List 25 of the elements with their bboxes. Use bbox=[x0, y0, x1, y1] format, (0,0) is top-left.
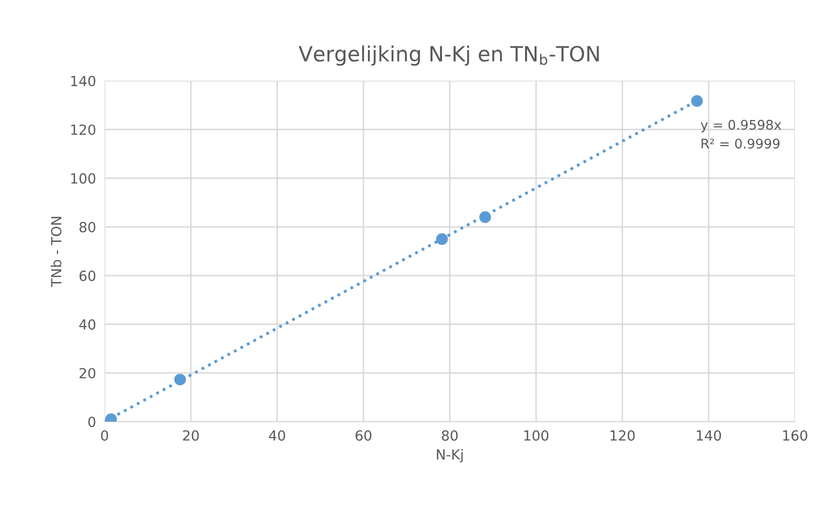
point bbox=[479, 211, 491, 223]
point bbox=[174, 374, 186, 386]
x-tick-label: 100 bbox=[524, 430, 548, 441]
y-tick-label: 60 bbox=[80, 270, 96, 282]
y-tick-label: 0 bbox=[88, 416, 96, 428]
x-tick-label: 120 bbox=[610, 430, 635, 441]
y-tick-label: 80 bbox=[80, 222, 96, 232]
x-tick-label: 160 bbox=[783, 430, 808, 441]
y-axis-title: TNb - TON bbox=[50, 216, 62, 287]
point bbox=[691, 95, 703, 107]
y-tick-label: 20 bbox=[80, 368, 96, 378]
annotation: y = 0.9598x R² = 0.9999 bbox=[700, 120, 782, 149]
point bbox=[436, 233, 448, 245]
x-axis-title: N-Kj bbox=[436, 449, 463, 462]
chart-title: Vergelijking N-Kj en TN$_{b}$-TON bbox=[298, 46, 599, 66]
x-tick-label: 140 bbox=[696, 430, 721, 441]
y-tick-label: 140 bbox=[71, 76, 96, 86]
x-tick-label: 40 bbox=[269, 430, 286, 441]
x-tick-label: 20 bbox=[183, 430, 199, 441]
y-tick-label: 100 bbox=[71, 173, 96, 184]
y-tick-label: 40 bbox=[79, 319, 96, 330]
x-tick-label: 0 bbox=[101, 430, 108, 441]
x-tick-label: 80 bbox=[442, 430, 458, 441]
x-tick-label: 60 bbox=[356, 430, 372, 441]
y-tick-label: 120 bbox=[71, 124, 96, 135]
